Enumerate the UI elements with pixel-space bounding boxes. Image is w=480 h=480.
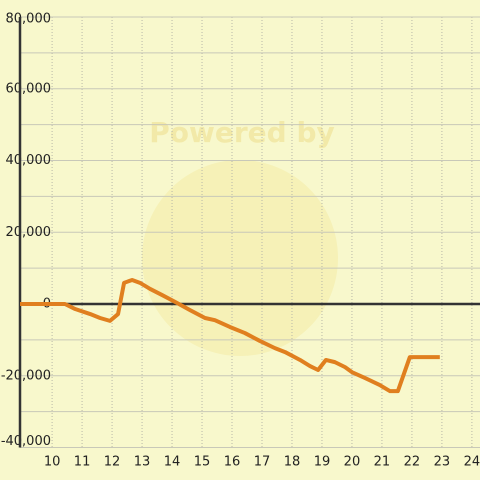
x-tick-label: 18: [284, 455, 301, 470]
x-tick-label: 15: [194, 455, 211, 470]
data-line: [20, 277, 440, 394]
x-tick-label: 14: [164, 455, 181, 470]
x-tick-label: 11: [74, 455, 91, 470]
x-tick-label: 13: [134, 455, 151, 470]
x-tick-label: 21: [374, 455, 391, 470]
y-tick-label: 80,000: [6, 12, 52, 27]
y-tick-label: 20,000: [6, 225, 52, 240]
x-tick-label: 23: [434, 455, 451, 470]
watermark: Powered by: [149, 116, 335, 149]
y-tick-label: 60,000: [6, 81, 52, 96]
x-tick-label: 16: [224, 455, 241, 470]
x-tick-label: 10: [44, 455, 61, 470]
x-tick-label: 20: [344, 455, 361, 470]
x-tick-label: 22: [404, 455, 421, 470]
x-tick-label: 12: [104, 455, 121, 470]
y-tick-label: 40,000: [6, 153, 52, 168]
y-tick-label: -40,000: [1, 434, 51, 449]
watermark-logo: [142, 160, 338, 356]
x-tick-label: 24: [464, 455, 480, 470]
x-tick-label: 19: [314, 455, 331, 470]
x-tick-label: 17: [254, 455, 271, 470]
y-tick-label: -20,000: [1, 368, 51, 383]
